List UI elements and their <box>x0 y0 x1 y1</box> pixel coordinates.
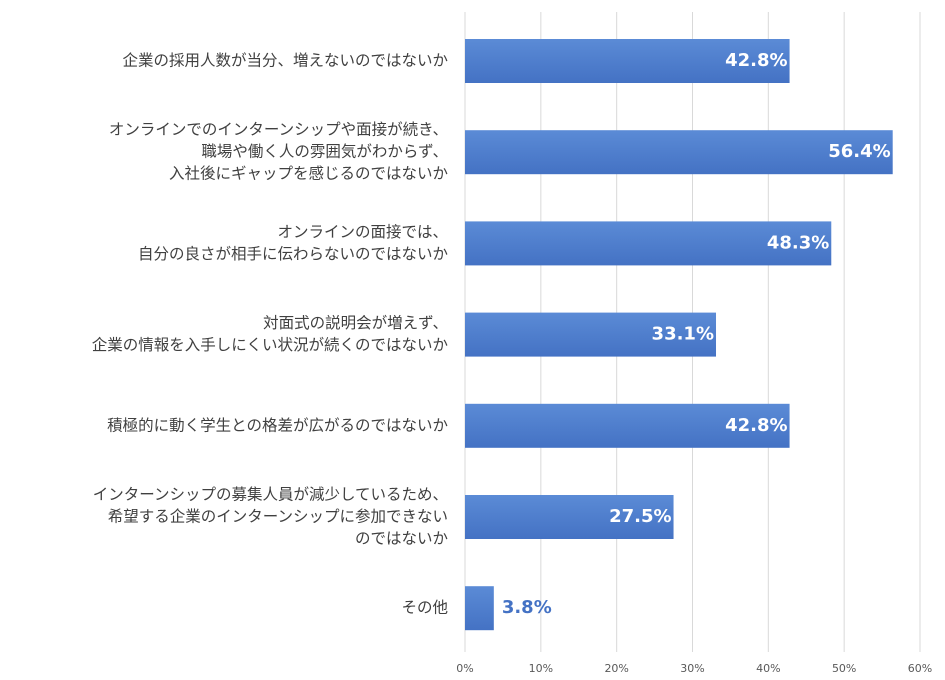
data-label: 3.8% <box>502 597 552 618</box>
bar <box>465 130 893 175</box>
category-label: 企業の情報を入手しにくい状況が続くのではないか <box>92 336 448 354</box>
x-tick-label: 50% <box>832 662 856 675</box>
x-tick-label: 40% <box>756 662 780 675</box>
category-label: 希望する企業のインターンシップに参加できない <box>108 508 448 526</box>
category-label: インターンシップの募集人員が減少しているため、 <box>93 486 448 504</box>
data-label: 33.1% <box>652 324 714 345</box>
category-labels: 企業の採用人数が当分、増えないのではないかオンラインでのインターンシップや面接が… <box>92 52 448 617</box>
bar <box>465 221 832 266</box>
category-label: 入社後にギャップを感じるのではないか <box>169 165 448 183</box>
x-tick-label: 60% <box>908 662 932 675</box>
bar <box>465 495 674 539</box>
data-label: 42.8% <box>725 50 787 71</box>
x-tick-label: 20% <box>604 662 628 675</box>
x-tick-label: 0% <box>456 662 473 675</box>
category-label: 自分の良さが相手に伝わらないのではないか <box>138 245 448 263</box>
x-tick-label: 10% <box>529 662 553 675</box>
category-label: 対面式の説明会が増えず、 <box>263 314 448 332</box>
bars <box>465 39 893 631</box>
data-label: 42.8% <box>725 415 787 436</box>
category-label: のではないか <box>355 530 448 548</box>
data-label: 56.4% <box>828 141 890 162</box>
data-label: 48.3% <box>767 232 829 253</box>
category-label: その他 <box>401 599 448 617</box>
bar <box>465 403 790 448</box>
bar <box>465 312 717 357</box>
category-label: オンラインでのインターンシップや面接が続き、 <box>109 121 448 139</box>
category-label: 積極的に動く学生との格差が広がるのではないか <box>107 416 448 434</box>
bar <box>465 39 790 83</box>
bar <box>465 586 494 631</box>
category-label: 企業の採用人数が当分、増えないのではないか <box>122 52 448 70</box>
data-label: 27.5% <box>609 506 671 527</box>
x-tick-labels: 0% 10% 20% 30% 40% 50% 60% <box>456 662 932 675</box>
category-label: 職場や働く人の雰囲気がわからず、 <box>201 143 448 161</box>
category-label: オンラインの面接では、 <box>277 223 448 241</box>
data-labels: 42.8% 56.4% 48.3% 33.1% 42.8% 27.5% 3.8% <box>502 50 891 618</box>
x-tick-label: 30% <box>680 662 704 675</box>
